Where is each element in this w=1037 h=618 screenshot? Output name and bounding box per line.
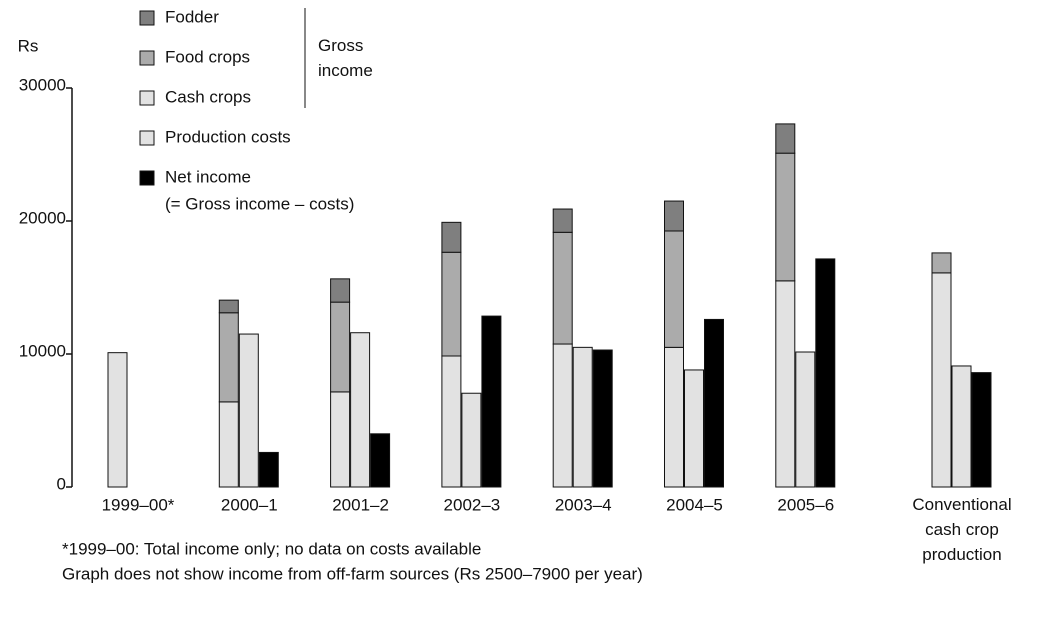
- bar-segment: [441, 355, 462, 488]
- legend-label: Cash crops: [165, 87, 251, 106]
- legend-label: Net income: [165, 167, 251, 186]
- legend-label: Production costs: [165, 127, 291, 146]
- bar-segment: [441, 221, 462, 253]
- bar-segment: [330, 391, 351, 488]
- bar-segment: [107, 352, 128, 488]
- legend-swatch: [139, 170, 155, 186]
- bar-segment: [931, 252, 952, 274]
- x-tick-label: 2000–1: [221, 495, 278, 514]
- legend-swatch: [139, 130, 155, 146]
- bar-segment: [664, 346, 684, 488]
- x-tick-label: Conventional cash crop production: [912, 495, 1011, 564]
- legend-group-label: Gross income: [318, 36, 373, 80]
- x-tick-label: 2001–2: [332, 495, 389, 514]
- bar-segment: [664, 200, 684, 232]
- y-axis-label: Rs: [18, 36, 39, 55]
- bar-segment: [218, 401, 239, 488]
- footnote: *1999–00: Total income only; no data on …: [62, 539, 481, 558]
- bar: [238, 333, 259, 488]
- y-tick-label: 0: [57, 474, 66, 493]
- bar-segment: [552, 343, 573, 488]
- x-tick-label: 2004–5: [666, 495, 723, 514]
- y-tick-label: 30000: [19, 75, 66, 94]
- bar: [481, 315, 502, 488]
- bar-segment: [775, 152, 796, 282]
- bar: [592, 349, 613, 488]
- bar: [684, 369, 704, 488]
- legend-swatch: [139, 90, 155, 106]
- bar: [572, 346, 593, 488]
- legend-label: Food crops: [165, 47, 250, 66]
- bar: [461, 392, 482, 488]
- bar: [951, 365, 972, 488]
- y-tick-label: 20000: [19, 208, 66, 227]
- legend-note: (= Gross income – costs): [165, 194, 354, 213]
- legend-label: Fodder: [165, 7, 219, 26]
- bar-segment: [330, 301, 351, 393]
- bar-segment: [552, 231, 573, 345]
- bar: [258, 451, 279, 488]
- x-tick-label: 2005–6: [777, 495, 834, 514]
- y-tick-label: 10000: [19, 341, 66, 360]
- bar-segment: [775, 280, 796, 488]
- bar: [704, 318, 724, 488]
- bar: [795, 351, 816, 488]
- bar-segment: [218, 312, 239, 403]
- bar: [815, 258, 836, 488]
- bar-segment: [931, 272, 952, 488]
- x-tick-label: 1999–00*: [102, 495, 175, 514]
- footnote: Graph does not show income from off-farm…: [62, 564, 643, 583]
- bar-segment: [775, 123, 796, 154]
- bar-segment: [664, 230, 684, 348]
- legend-swatch: [139, 10, 155, 26]
- bar-segment: [218, 299, 239, 314]
- x-tick-label: 2003–4: [555, 495, 612, 514]
- bar-segment: [552, 208, 573, 233]
- bar: [350, 332, 371, 488]
- bar: [370, 433, 391, 488]
- bar-segment: [330, 278, 351, 303]
- legend-swatch: [139, 50, 155, 66]
- bar: [971, 372, 992, 488]
- bar-segment: [441, 251, 462, 357]
- x-tick-label: 2002–3: [444, 495, 501, 514]
